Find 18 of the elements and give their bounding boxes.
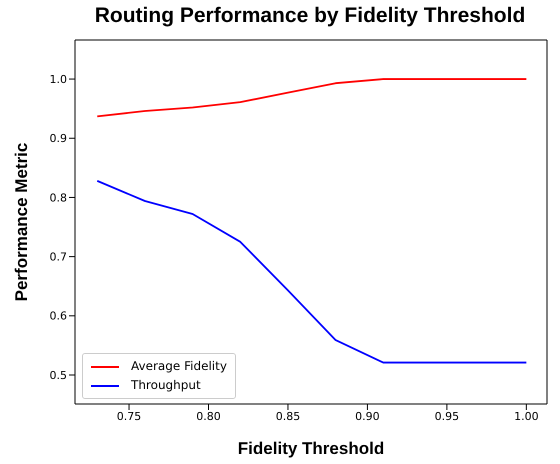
line-series: [96, 78, 528, 118]
x-tick-label: 1.00: [514, 410, 539, 423]
y-tick-label: 0.7: [50, 250, 67, 264]
y-tick-label: 0.5: [50, 368, 67, 382]
y-tick-label: 0.6: [50, 310, 67, 323]
x-axis-title: Fidelity Threshold: [236, 439, 386, 459]
x-tick-label: 0.85: [276, 410, 300, 423]
legend-label: Average Fidelity: [131, 358, 227, 375]
chart-title: Routing Performance by Fidelity Threshold: [94, 4, 526, 28]
x-tick-label: 0.80: [196, 410, 221, 423]
y-tick-label: 0.9: [50, 132, 67, 146]
x-tick-label: 0.90: [355, 410, 380, 423]
y-axis-title: Performance Metric: [12, 142, 32, 302]
x-tick-label: 0.95: [434, 410, 460, 423]
x-tick-label: 0.75: [116, 410, 142, 423]
y-tick-label: 1.0: [50, 72, 67, 86]
legend-label: Throughput: [131, 377, 201, 394]
y-tick-label: 0.8: [50, 191, 67, 204]
